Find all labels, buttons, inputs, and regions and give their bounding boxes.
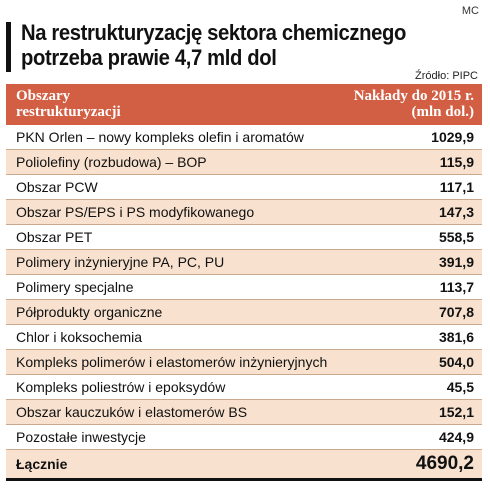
- row-label: Obszar PCW: [16, 179, 98, 195]
- row-label: Chlor i koksochemia: [16, 329, 143, 345]
- row-label: Pozostałe inwestycje: [16, 429, 146, 445]
- row-value: 1029,9: [431, 129, 474, 145]
- row-label: Półprodukty organiczne: [16, 304, 163, 320]
- total-value: 4690,2: [415, 453, 474, 474]
- row-value: 707,8: [438, 304, 474, 320]
- credit-mark: MC: [461, 5, 479, 17]
- table-row: Półprodukty organiczne 707,8: [6, 300, 482, 325]
- table-row: Chlor i koksochemia 381,6: [6, 325, 482, 350]
- column-header-spending: Nakłady do 2015 r. (mln dol.): [353, 88, 474, 120]
- row-label: PKN Orlen – nowy kompleks olefin i aroma…: [16, 129, 304, 145]
- table-row: Poliolefiny (rozbudowa) – BOP 115,9: [6, 150, 482, 175]
- column-header-area: Obszary restrukturyzacji: [16, 88, 121, 120]
- chart-title-line-1: Na restrukturyzację sektora chemicznego: [21, 20, 407, 45]
- row-value: 381,6: [438, 329, 474, 345]
- row-value: 558,5: [438, 229, 474, 245]
- table-row: Obszar PCW 117,1: [6, 175, 482, 200]
- source-note: Źródło: PIPC: [415, 70, 478, 82]
- row-value: 147,3: [438, 204, 474, 220]
- row-label: Obszar PS/EPS i PS modyfikowanego: [16, 204, 255, 220]
- row-label: Obszar kauczuków i elastomerów BS: [16, 404, 248, 420]
- row-value: 45,5: [446, 379, 474, 395]
- row-value: 424,9: [438, 429, 474, 445]
- row-value: 115,9: [439, 154, 474, 170]
- row-label: Poliolefiny (rozbudowa) – BOP: [16, 154, 207, 170]
- table-row: Polimery inżynieryjne PA, PC, PU 391,9: [6, 250, 482, 275]
- table-body: PKN Orlen – nowy kompleks olefin i aroma…: [6, 125, 482, 450]
- row-label: Obszar PET: [16, 229, 93, 245]
- table-row: Polimery specjalne 113,7: [6, 275, 482, 300]
- table-row: Obszar PET 558,5: [6, 225, 482, 250]
- table-row: Kompleks polimerów i elastomerów inżynie…: [6, 350, 482, 375]
- table-row: PKN Orlen – nowy kompleks olefin i aroma…: [6, 125, 482, 150]
- row-label: Kompleks poliestrów i epoksydów: [16, 379, 226, 395]
- row-value: 117,1: [439, 179, 474, 195]
- table-row: Obszar kauczuków i elastomerów BS 152,1: [6, 400, 482, 425]
- row-value: 113,7: [439, 279, 474, 295]
- table-row: Obszar PS/EPS i PS modyfikowanego 147,3: [6, 200, 482, 225]
- row-label: Kompleks polimerów i elastomerów inżynie…: [16, 354, 328, 370]
- chart-title-line-2: potrzeba prawie 4,7 mld dol: [21, 45, 277, 70]
- row-label: Polimery inżynieryjne PA, PC, PU: [16, 254, 225, 270]
- table-header: Obszary restrukturyzacji Nakłady do 2015…: [6, 84, 482, 125]
- row-value: 152,1: [438, 404, 474, 420]
- row-value: 391,9: [438, 254, 474, 270]
- total-row: Łącznie 4690,2: [6, 450, 482, 481]
- chart-title: Na restrukturyzację sektora chemicznego …: [21, 20, 444, 70]
- table-row: Kompleks poliestrów i epoksydów 45,5: [6, 375, 482, 400]
- row-label: Polimery specjalne: [16, 279, 134, 295]
- total-label: Łącznie: [16, 456, 68, 472]
- data-table: Obszary restrukturyzacji Nakłady do 2015…: [6, 84, 482, 481]
- table-row: Pozostałe inwestycje 424,9: [6, 425, 482, 450]
- row-value: 504,0: [438, 354, 474, 370]
- title-block: Na restrukturyzację sektora chemicznego …: [6, 20, 481, 72]
- title-accent-bar: [6, 22, 11, 72]
